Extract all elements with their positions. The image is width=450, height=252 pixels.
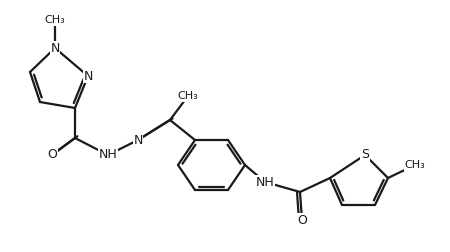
Text: N: N	[133, 134, 143, 146]
Text: O: O	[47, 148, 57, 162]
Text: NH: NH	[256, 175, 274, 188]
Text: CH₃: CH₃	[178, 91, 198, 101]
Text: CH₃: CH₃	[45, 15, 65, 25]
Text: N: N	[50, 42, 60, 54]
Text: CH₃: CH₃	[405, 160, 425, 170]
Text: S: S	[361, 148, 369, 162]
Text: O: O	[297, 213, 307, 227]
Text: N: N	[83, 70, 93, 82]
Text: NH: NH	[99, 148, 117, 162]
